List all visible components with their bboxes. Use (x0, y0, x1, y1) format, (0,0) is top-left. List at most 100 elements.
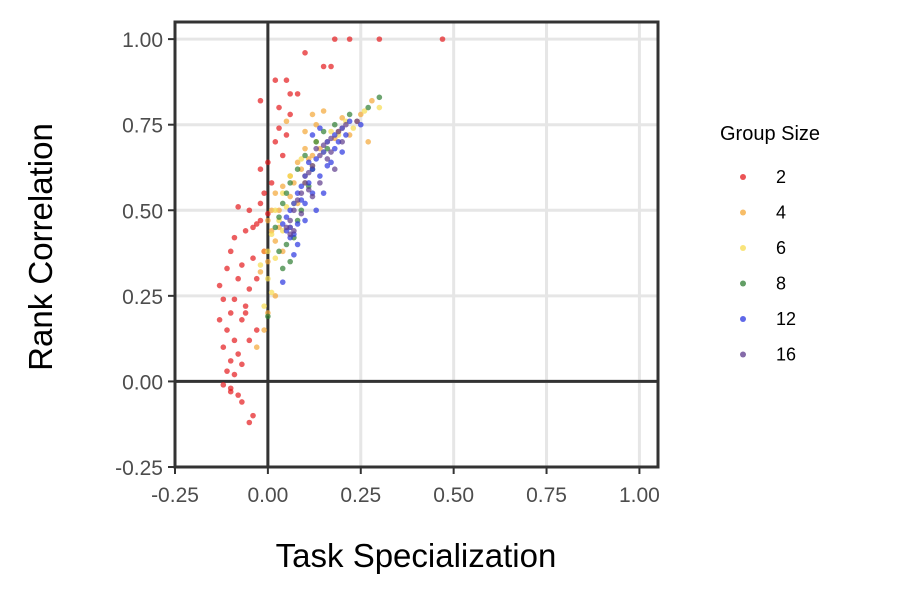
point-group-16-12 (287, 217, 293, 224)
y-tick-label-4: 0.75 (122, 115, 163, 138)
legend-key-4 (740, 209, 746, 216)
point-group-4-31 (309, 152, 316, 159)
point-group-8-9 (283, 190, 290, 196)
y-tick-label-3: 0.50 (122, 200, 163, 223)
legend-key-6 (740, 245, 746, 251)
point-group-16-8 (302, 180, 308, 186)
point-group-8-0 (376, 94, 383, 101)
point-group-8-17 (287, 258, 293, 265)
point-group-2-33 (235, 275, 241, 282)
y-tick-label-0: -0.25 (115, 457, 163, 480)
point-group-16-20 (287, 231, 293, 238)
x-tick-label-4: 0.75 (526, 484, 567, 507)
point-group-4-0 (283, 118, 290, 125)
point-group-16-9 (298, 190, 305, 196)
y-axis-ticks: -0.25 0.00 0.25 0.50 0.75 1.00 (115, 29, 175, 480)
point-group-2-32 (224, 265, 230, 272)
point-group-6-13 (268, 289, 275, 296)
legend-label-16: 16 (776, 345, 796, 365)
point-group-16-22 (309, 193, 316, 200)
x-tick-label-0: -0.25 (151, 484, 199, 507)
point-group-2-48 (224, 368, 230, 374)
point-group-16-14 (313, 145, 319, 152)
point-group-2-57 (242, 310, 249, 316)
point-group-2-10 (294, 91, 301, 97)
point-group-8-3 (331, 121, 338, 128)
point-group-2-35 (220, 296, 227, 303)
point-group-2-46 (227, 358, 234, 364)
point-group-2-29 (227, 248, 234, 255)
point-group-2-28 (231, 234, 238, 241)
plot-panel-border (173, 20, 660, 469)
point-group-4-1 (302, 128, 308, 135)
point-group-2-12 (276, 104, 282, 111)
point-group-12-16 (294, 221, 301, 227)
point-group-12-20 (324, 162, 331, 169)
point-group-2-9 (287, 91, 293, 97)
point-group-8-18 (279, 265, 286, 272)
point-group-8-22 (276, 248, 282, 255)
point-group-4-42 (287, 193, 293, 200)
point-group-2-16 (272, 139, 279, 145)
point-group-2-20 (268, 180, 275, 186)
point-group-2-38 (227, 310, 234, 316)
point-group-2-41 (224, 327, 230, 333)
point-group-4-6 (369, 97, 375, 104)
point-group-8-2 (346, 111, 353, 118)
point-group-2-24 (257, 200, 264, 207)
point-group-2-49 (231, 371, 238, 378)
point-group-2-2 (376, 36, 383, 42)
point-group-12-29 (328, 159, 334, 166)
point-group-16-3 (328, 135, 334, 142)
point-group-6-1 (361, 108, 368, 114)
point-group-2-23 (246, 207, 253, 214)
point-group-12-4 (324, 139, 331, 145)
point-group-16-24 (328, 149, 334, 155)
point-group-2-21 (261, 190, 267, 196)
point-group-2-54 (227, 385, 234, 392)
point-group-2-59 (250, 224, 256, 231)
point-group-2-37 (242, 303, 249, 309)
y-tick-label-2: 0.25 (122, 286, 163, 309)
point-group-2-55 (250, 412, 256, 419)
point-group-16-5 (317, 152, 323, 159)
point-group-12-19 (317, 173, 323, 179)
point-group-4-23 (253, 344, 260, 350)
point-group-6-15 (272, 255, 279, 261)
point-group-12-37 (302, 217, 308, 224)
point-group-8-1 (365, 104, 372, 111)
point-group-2-50 (220, 382, 227, 388)
point-group-6-12 (265, 275, 271, 282)
point-group-12-36 (291, 251, 297, 258)
point-group-12-17 (302, 200, 308, 207)
point-group-2-13 (287, 111, 293, 118)
point-group-2-11 (257, 97, 264, 104)
point-group-2-19 (257, 166, 264, 172)
point-group-12-38 (305, 159, 312, 166)
legend-key-12 (740, 316, 746, 322)
point-group-2-58 (253, 275, 260, 282)
point-group-2-8 (283, 77, 290, 83)
point-group-12-35 (279, 279, 286, 285)
point-group-6-14 (261, 303, 267, 309)
point-group-6-22 (376, 104, 383, 111)
point-group-12-27 (313, 207, 319, 214)
legend-label-8: 8 (776, 274, 786, 294)
point-group-6-0 (350, 125, 357, 131)
point-group-12-8 (302, 173, 308, 179)
point-group-2-17 (279, 152, 286, 159)
point-group-2-34 (246, 286, 253, 292)
reference-lines (175, 22, 658, 467)
point-group-12-5 (320, 149, 327, 155)
point-group-8-7 (294, 166, 301, 172)
point-group-6-11 (257, 262, 264, 268)
point-group-16-13 (283, 224, 290, 231)
point-group-4-15 (272, 190, 279, 196)
point-group-2-26 (253, 221, 260, 227)
legend-title: Group Size (720, 123, 820, 145)
point-group-4-2 (309, 111, 316, 118)
point-group-2-43 (246, 337, 253, 344)
point-group-4-26 (272, 293, 279, 299)
point-group-4-14 (279, 183, 286, 190)
